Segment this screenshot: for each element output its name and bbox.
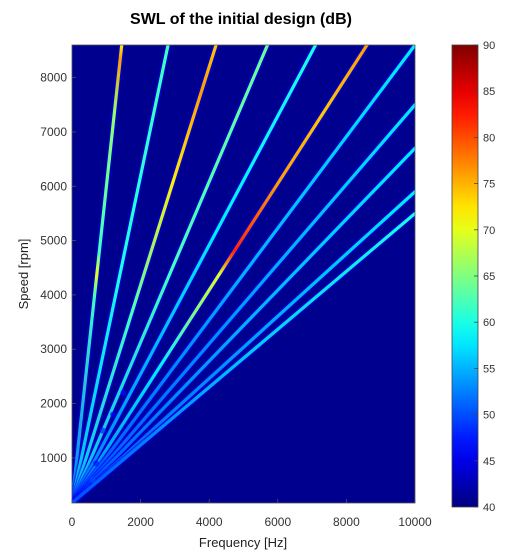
x-tick-label: 4000: [196, 515, 223, 529]
colorbar-tick-label: 50: [483, 410, 495, 422]
colorbar-tick-label: 40: [483, 502, 495, 514]
spectral-speckle: [89, 476, 96, 483]
colorbar-tick-label: 55: [483, 363, 495, 375]
y-tick-label: 3000: [40, 342, 67, 356]
x-tick-label: 10000: [398, 515, 432, 529]
colorbar-tick-label: 70: [483, 225, 495, 237]
y-tick-label: 4000: [40, 288, 67, 302]
y-axis: 1000 2000 3000 4000 5000 6000 7000 8000: [40, 71, 76, 465]
x-axis: 0 2000 4000 6000 8000 10000: [69, 499, 432, 529]
colorbar-tick-label: 75: [483, 179, 495, 191]
order-lines: [72, 45, 415, 503]
order-line: [72, 211, 415, 503]
y-tick-label: 6000: [40, 179, 67, 193]
y-tick-label: 5000: [40, 234, 67, 248]
chart-title: SWL of the initial design (dB): [130, 11, 352, 28]
colorbar-tick-label: 80: [483, 132, 495, 144]
spectral-speckle: [93, 460, 100, 467]
spectral-speckle: [99, 427, 106, 434]
x-tick-label: 2000: [127, 515, 154, 529]
x-tick-label: 6000: [264, 515, 291, 529]
colorbar-tick-label: 65: [483, 271, 495, 283]
x-tick-label: 8000: [333, 515, 360, 529]
colorbar-tick-label: 85: [483, 86, 495, 98]
y-tick-label: 2000: [40, 397, 67, 411]
colorbar-tick-label: 45: [483, 456, 495, 468]
x-tick-label: 0: [69, 515, 76, 529]
order-line: [72, 45, 170, 503]
order-line: [72, 45, 318, 503]
order-line: [72, 45, 415, 503]
colorbar-tick-label: 90: [483, 40, 495, 52]
colorbar-tick-label: 60: [483, 317, 495, 329]
y-tick-label: 1000: [40, 451, 67, 465]
colorbar-ticks: 40 45 50 55 60 65 70 75 80 85 90: [474, 40, 495, 514]
x-axis-label: Frequency [Hz]: [199, 535, 287, 550]
order-line: [72, 45, 218, 503]
order-line: [72, 45, 270, 503]
spectral-speckle: [110, 411, 117, 418]
order-line: [72, 45, 369, 503]
y-tick-label: 7000: [40, 125, 67, 139]
order-line: [72, 103, 415, 503]
order-line: [72, 45, 124, 503]
plot-frame: [71, 44, 416, 504]
y-tick-label: 8000: [40, 71, 67, 85]
colorbar: [451, 44, 479, 508]
spectral-speckle: [120, 389, 127, 396]
order-line: [72, 146, 415, 503]
y-axis-label: Speed [rpm]: [16, 239, 31, 310]
